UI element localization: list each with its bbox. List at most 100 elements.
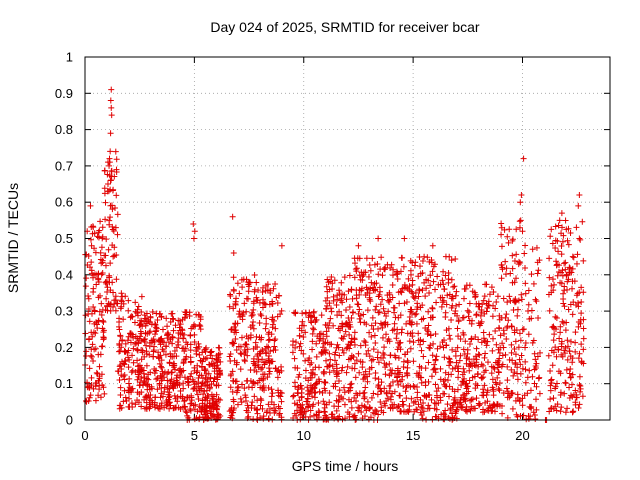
data-point bbox=[365, 416, 372, 423]
data-point bbox=[154, 375, 161, 382]
data-point bbox=[332, 357, 339, 364]
data-point bbox=[394, 276, 401, 283]
data-point bbox=[296, 332, 303, 339]
data-point bbox=[346, 331, 353, 338]
data-point bbox=[466, 309, 473, 316]
data-point bbox=[442, 407, 449, 414]
data-point bbox=[510, 372, 517, 379]
data-point bbox=[568, 338, 575, 345]
data-point bbox=[165, 368, 172, 375]
data-point bbox=[317, 330, 324, 337]
data-point bbox=[459, 371, 466, 378]
data-point bbox=[359, 364, 366, 371]
data-point bbox=[166, 399, 173, 406]
data-point bbox=[370, 356, 377, 363]
data-point bbox=[512, 338, 519, 345]
data-point bbox=[164, 377, 171, 384]
data-point bbox=[214, 403, 221, 410]
data-point bbox=[422, 293, 429, 300]
data-point bbox=[517, 217, 524, 224]
data-point bbox=[494, 293, 501, 300]
data-point bbox=[524, 390, 531, 397]
data-point bbox=[82, 283, 89, 290]
data-point bbox=[400, 358, 407, 365]
data-point bbox=[567, 366, 574, 373]
data-point bbox=[107, 214, 114, 221]
data-point bbox=[357, 312, 364, 319]
data-point bbox=[130, 345, 137, 352]
data-point bbox=[522, 265, 529, 272]
data-point bbox=[102, 216, 109, 223]
data-point bbox=[512, 397, 519, 404]
data-point bbox=[247, 332, 254, 339]
data-point bbox=[455, 374, 462, 381]
data-point bbox=[237, 395, 244, 402]
data-point bbox=[391, 401, 398, 408]
data-point bbox=[410, 339, 417, 346]
data-point bbox=[269, 390, 276, 397]
data-point bbox=[550, 349, 557, 356]
data-point bbox=[457, 335, 464, 342]
data-point bbox=[527, 387, 534, 394]
data-point bbox=[558, 243, 565, 250]
data-point bbox=[171, 392, 178, 399]
data-point bbox=[211, 401, 218, 408]
data-point bbox=[363, 255, 370, 262]
data-point bbox=[383, 361, 390, 368]
data-point bbox=[149, 309, 156, 316]
data-point bbox=[152, 321, 159, 328]
data-point bbox=[95, 377, 102, 384]
data-point bbox=[362, 384, 369, 391]
data-point bbox=[209, 355, 216, 362]
data-point bbox=[215, 351, 222, 358]
data-point bbox=[90, 304, 97, 311]
data-point bbox=[452, 292, 459, 299]
data-point bbox=[175, 317, 182, 324]
data-point bbox=[375, 271, 382, 278]
data-point bbox=[295, 390, 302, 397]
data-point bbox=[187, 347, 194, 354]
data-point bbox=[113, 300, 120, 307]
data-point bbox=[108, 104, 115, 111]
y-axis-label: SRMTID / TECUs bbox=[5, 183, 21, 293]
data-point bbox=[408, 321, 415, 328]
data-point bbox=[255, 358, 262, 365]
data-point bbox=[241, 356, 248, 363]
data-point bbox=[135, 399, 142, 406]
data-point bbox=[278, 242, 285, 249]
data-point bbox=[134, 357, 141, 364]
data-point bbox=[269, 324, 276, 331]
data-point bbox=[514, 376, 521, 383]
data-point bbox=[330, 322, 337, 329]
data-point bbox=[313, 353, 320, 360]
data-point bbox=[576, 350, 583, 357]
data-point bbox=[429, 268, 436, 275]
data-point bbox=[557, 269, 564, 276]
data-point bbox=[465, 313, 472, 320]
data-point bbox=[296, 343, 303, 350]
data-point bbox=[106, 172, 113, 179]
data-point bbox=[90, 358, 97, 365]
data-point bbox=[507, 270, 514, 277]
data-point bbox=[445, 325, 452, 332]
data-point bbox=[117, 384, 124, 391]
data-point bbox=[393, 330, 400, 337]
data-point bbox=[558, 404, 565, 411]
data-point bbox=[553, 380, 560, 387]
data-point bbox=[565, 276, 572, 283]
data-point bbox=[82, 312, 89, 319]
data-point bbox=[386, 291, 393, 298]
data-point bbox=[567, 230, 574, 237]
data-point bbox=[499, 352, 506, 359]
data-point bbox=[570, 254, 577, 261]
data-point bbox=[402, 351, 409, 358]
data-point bbox=[259, 304, 266, 311]
data-point bbox=[195, 340, 202, 347]
data-point bbox=[97, 218, 104, 225]
data-point bbox=[190, 220, 197, 227]
data-point bbox=[506, 394, 513, 401]
data-point bbox=[109, 226, 116, 233]
data-point bbox=[442, 313, 449, 320]
data-point bbox=[294, 365, 301, 372]
data-point bbox=[164, 330, 171, 337]
